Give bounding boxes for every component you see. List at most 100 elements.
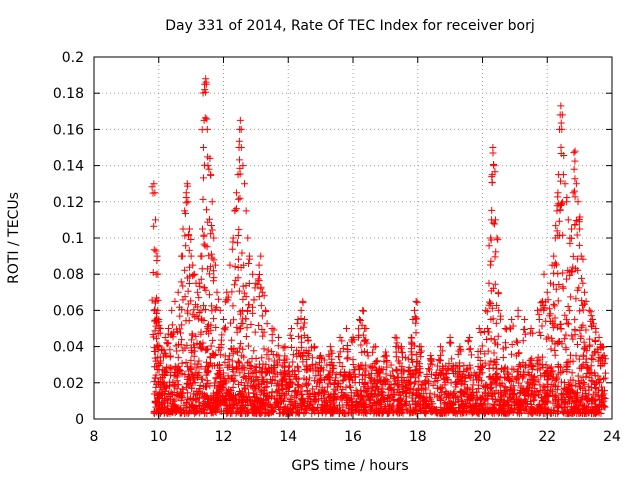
data-point [369,393,377,401]
data-point [268,380,276,388]
data-point [411,366,419,374]
data-point [577,397,585,405]
axis-ticks [93,56,613,420]
data-point [395,401,403,409]
data-point [291,367,299,375]
data-point [487,236,495,244]
data-point [486,261,494,269]
data-point [235,137,243,145]
data-point [467,407,475,415]
data-point [536,408,544,416]
data-point [233,364,241,372]
data-point [505,402,513,410]
data-point [286,331,294,339]
data-point [232,205,240,213]
data-point [454,350,462,358]
data-point [515,362,523,370]
data-point [229,404,237,412]
data-point [161,371,169,379]
data-point [591,384,599,392]
x-tick-labels: 8 10 12 14 16 18 20 22 24 [90,429,621,445]
data-point [592,395,600,403]
data-point [459,372,467,380]
data-point [411,306,419,314]
data-point [193,407,201,415]
data-point [220,315,227,323]
data-point [187,297,195,305]
data-point [343,394,351,402]
data-point [246,362,254,370]
data-point [379,395,387,403]
data-point [377,392,385,400]
data-point [201,393,209,401]
data-point [415,372,423,380]
data-point [238,365,246,373]
data-point [197,328,205,336]
data-point [509,382,517,390]
data-point [331,377,339,385]
data-point [485,373,493,381]
data-point [299,358,307,366]
data-point [209,336,217,344]
data-point [273,359,281,367]
data-point [423,377,431,385]
data-point [490,408,498,416]
data-point [207,342,215,350]
data-point [584,363,592,371]
data-point [577,252,585,260]
data-point [598,343,606,351]
data-point [178,359,186,367]
data-point [554,270,562,278]
data-point [216,306,224,314]
data-point [199,195,207,203]
data-point [535,311,543,319]
data-point [204,218,212,226]
data-point [465,345,473,353]
data-point [228,245,236,253]
data-point [209,277,217,285]
data-point [435,356,443,364]
data-point [354,362,362,370]
data-point [359,306,367,314]
data-point [344,348,352,356]
data-point [421,397,429,405]
data-point [245,279,253,287]
data-point [598,383,606,391]
data-point [437,351,445,359]
x-tick-label: 18 [409,429,427,445]
data-point [346,382,354,390]
data-point [570,388,578,396]
data-point [237,379,245,387]
data-point [402,406,410,414]
data-point [527,356,535,364]
data-point [391,374,399,382]
data-point [254,375,262,383]
data-point [497,312,505,320]
data-point [234,195,242,203]
data-point [569,357,577,365]
data-point [555,281,563,289]
data-point [564,216,572,224]
data-point [294,389,302,397]
data-point [214,398,222,406]
data-point [516,371,524,379]
data-point [200,382,208,390]
data-point [547,406,555,414]
data-point [508,340,516,348]
data-point [238,249,246,257]
data-point [223,410,231,418]
data-point [528,355,536,363]
data-point [151,299,159,307]
data-point [234,358,242,366]
data-point [336,359,344,367]
data-point [230,281,238,289]
data-point [437,388,445,396]
data-point [318,408,326,416]
data-point [482,306,490,314]
data-point [441,398,449,406]
data-point [521,315,529,323]
data-point [345,370,353,378]
data-point [200,302,208,310]
data-point [498,379,506,387]
data-point [275,334,283,342]
